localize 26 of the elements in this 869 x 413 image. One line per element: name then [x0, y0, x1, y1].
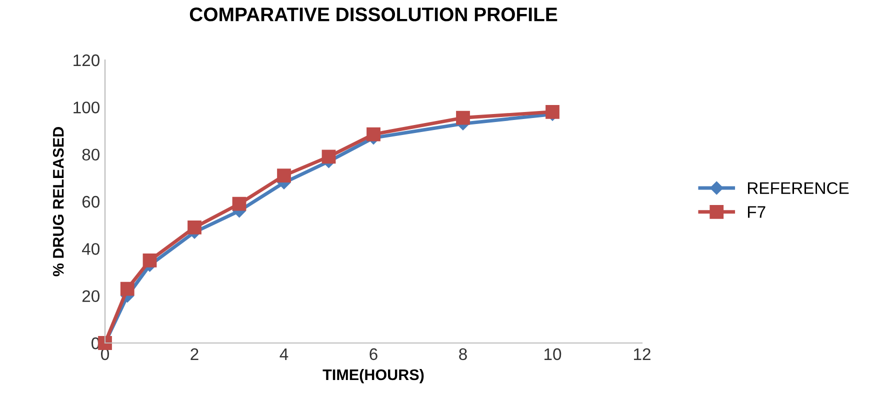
point — [232, 196, 246, 211]
point — [366, 127, 380, 142]
y-tick-label: 100 — [74, 102, 100, 114]
y-tick-label: 60 — [82, 196, 100, 208]
x-tick-label: 4 — [280, 348, 288, 360]
x-tick-label: 6 — [370, 348, 378, 360]
y-tick-label: 20 — [82, 290, 100, 302]
x-tick-label: 8 — [459, 348, 467, 360]
x-tick-label: 10 — [544, 348, 562, 360]
legend-label: F7 — [748, 206, 766, 218]
x-axis-title: TIME(HOURS) — [322, 368, 424, 384]
point — [142, 254, 157, 268]
y-axis-title: % DRUG RELEASED — [52, 127, 64, 276]
point — [277, 168, 291, 183]
point — [120, 282, 134, 296]
y-tick-label: 80 — [82, 148, 100, 161]
point — [188, 220, 202, 234]
y-tick-label: 40 — [82, 243, 100, 255]
point — [456, 110, 470, 125]
x-tick-label: 2 — [190, 348, 198, 360]
point — [546, 104, 560, 119]
chart-title: COMPARATIVE DISSOLUTION PROFILE — [190, 8, 558, 22]
y-tick-label: 120 — [74, 54, 100, 66]
x-tick-label: 12 — [634, 348, 650, 360]
point — [322, 150, 336, 164]
legend-label: REFERENCE — [748, 182, 849, 194]
